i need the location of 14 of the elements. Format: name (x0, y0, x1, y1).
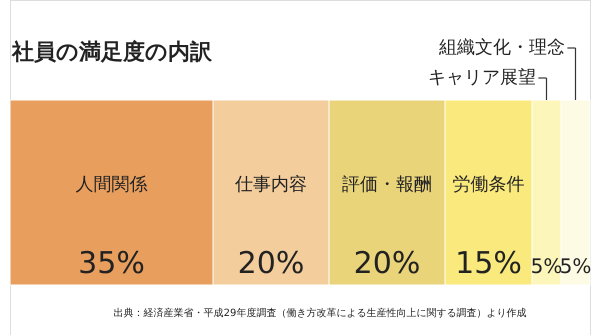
data-label: 5% (560, 254, 592, 278)
series-label: キャリア展望 (428, 67, 536, 88)
series-label: 人間関係 (76, 174, 148, 195)
data-label: 15% (455, 246, 522, 281)
text: 組織文化・理念 (438, 37, 566, 58)
data-label: 20% (238, 246, 304, 281)
data-label: 35% (78, 246, 145, 281)
series-label: 労働条件 (452, 174, 524, 195)
source-note: 出典：経済産業省・平成29年度調査（働き方改革による生産性向上に関する調査）より作成 (114, 307, 526, 319)
data-label: 20% (354, 246, 420, 281)
series-label: 仕事内容 (234, 174, 307, 195)
data-label: 5% (530, 254, 562, 278)
chart-title: 社員の満足度の内訳 (11, 39, 213, 65)
series-label: 評価・報酬 (342, 174, 432, 195)
